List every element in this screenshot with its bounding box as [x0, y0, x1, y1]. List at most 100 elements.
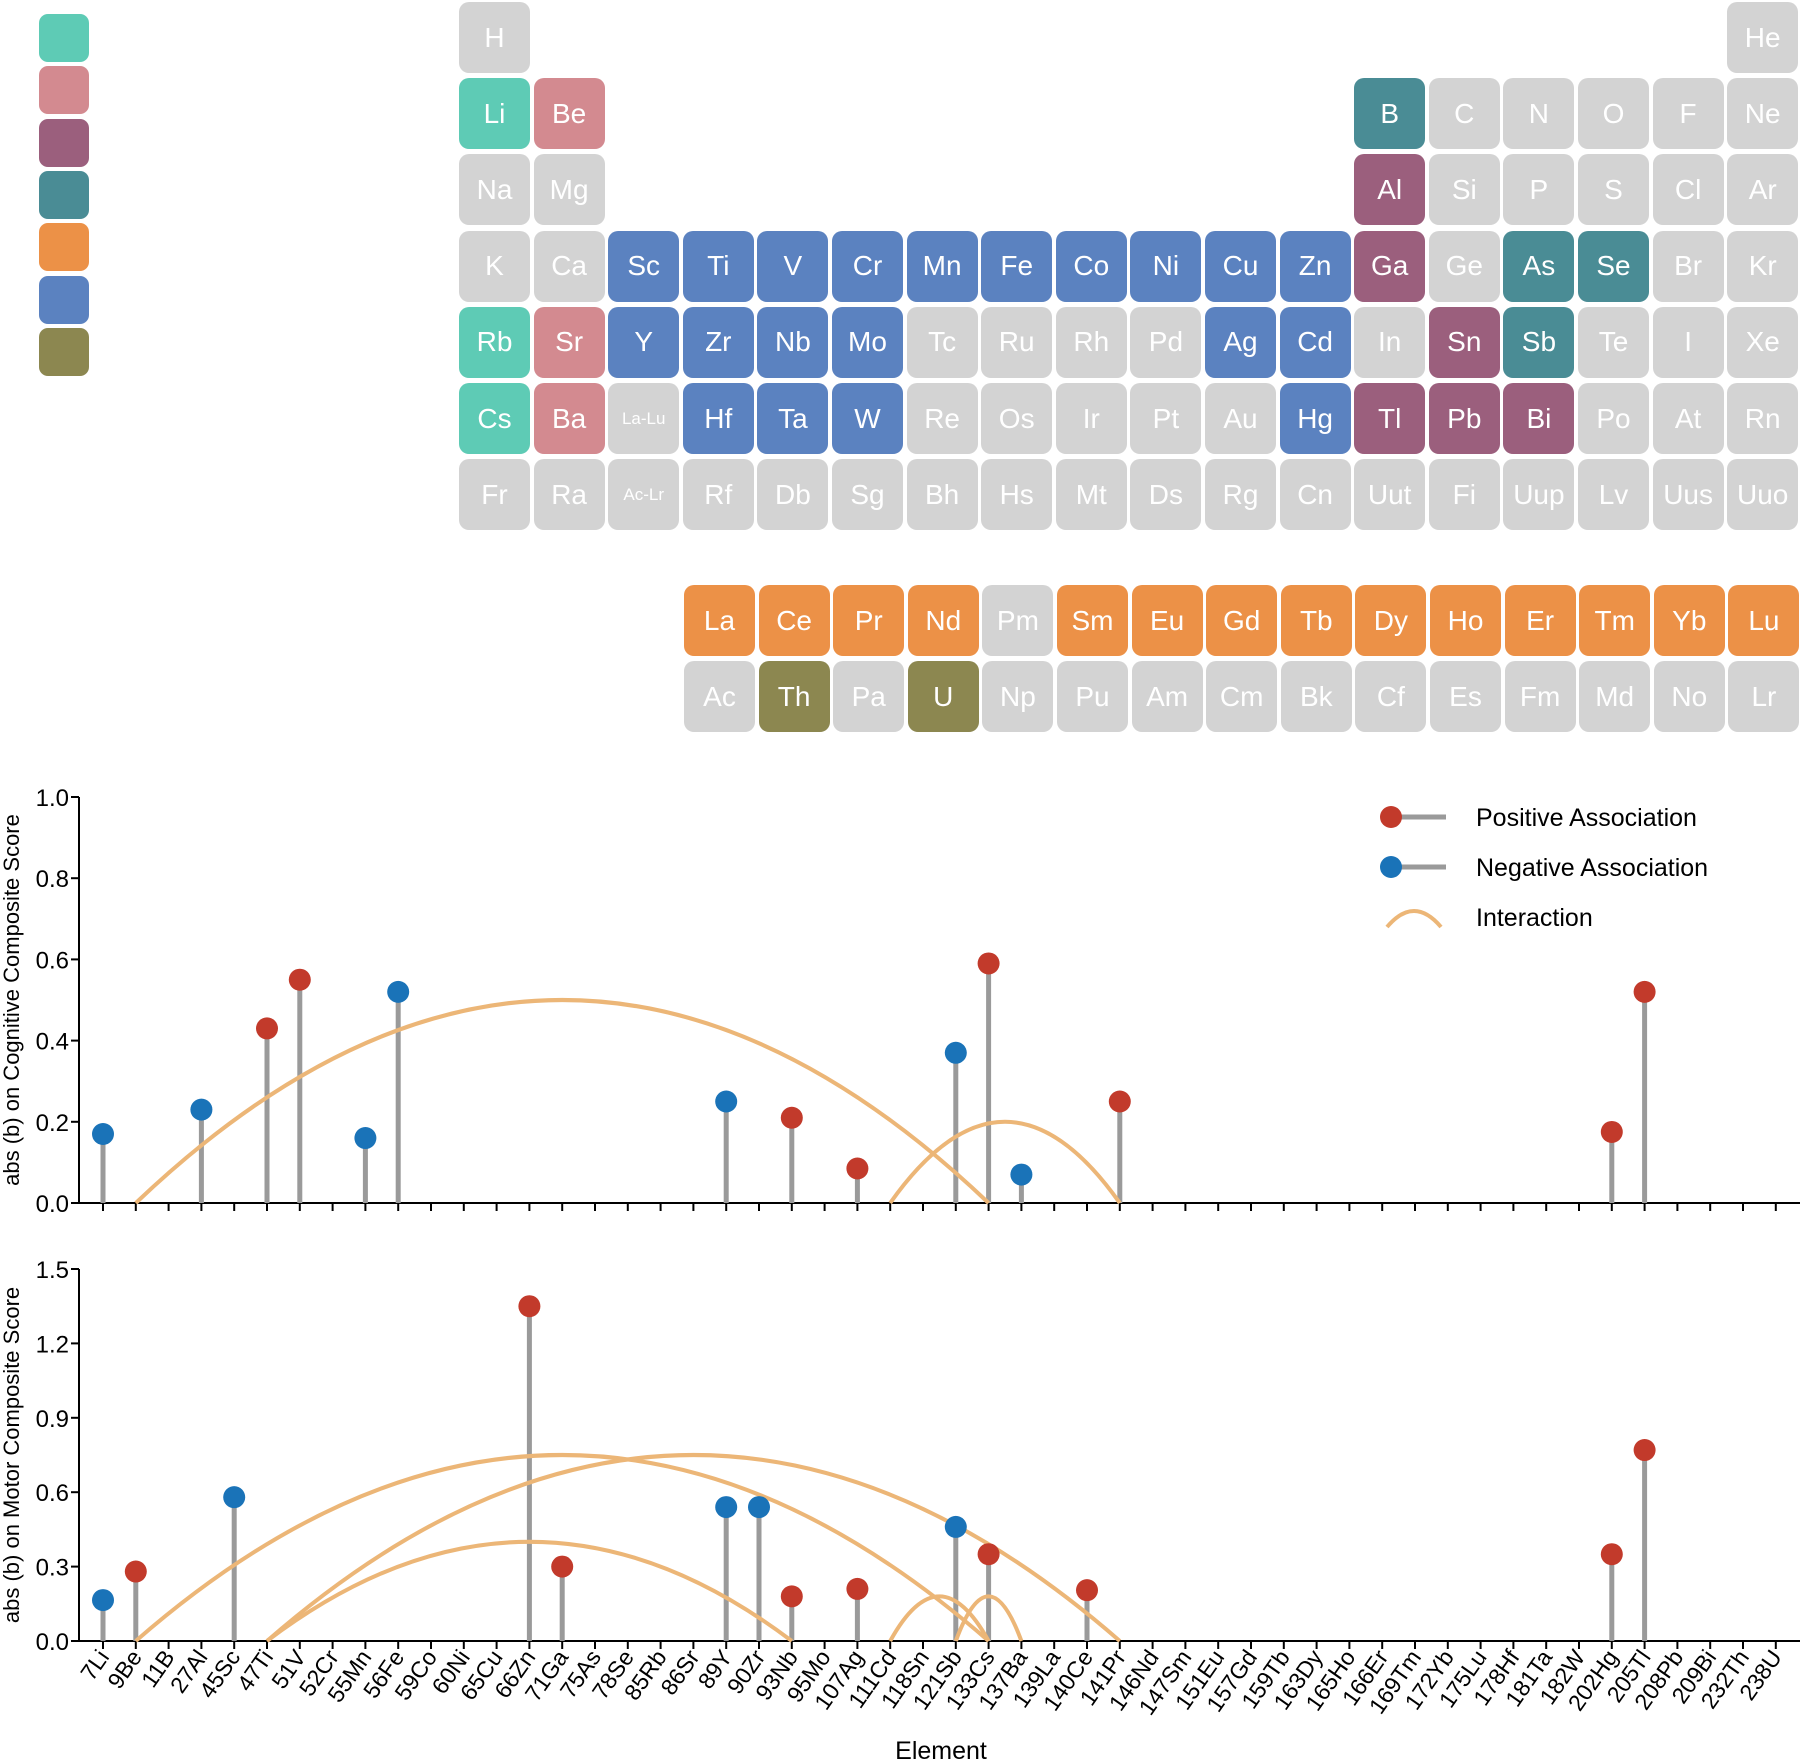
legend-interaction-line [1385, 909, 1443, 929]
element-ar: Ar [1727, 154, 1799, 226]
element-y: Y [608, 306, 680, 378]
element-cu: Cu [1205, 230, 1276, 302]
legend-label-interaction: Interaction [1476, 904, 1593, 932]
element-ne: Ne [1727, 78, 1799, 150]
legend-swatch-transition [39, 275, 89, 324]
legend-swatch-post-transition [39, 118, 89, 167]
element-dy: Dy [1355, 585, 1427, 656]
marker-9Be [124, 1560, 147, 1583]
element-u: U [907, 661, 979, 733]
element-c: C [1428, 78, 1500, 150]
element-ba: Ba [533, 383, 605, 454]
element-k: K [459, 230, 530, 302]
marker-93Nb [780, 1106, 803, 1129]
marker-7Li [92, 1122, 114, 1145]
element-cr: Cr [832, 230, 903, 302]
element-ru: Ru [981, 306, 1053, 378]
element-lu: Lu [1728, 585, 1800, 656]
legend-marker-negative [1380, 856, 1402, 878]
element-ag: Ag [1205, 306, 1276, 378]
element-eu: Eu [1131, 585, 1203, 656]
marker-141Pr [1108, 1090, 1131, 1113]
element-ho: Ho [1430, 585, 1501, 656]
element-au: Au [1205, 383, 1276, 454]
element-se: Se [1578, 230, 1649, 302]
element-bk: Bk [1280, 661, 1352, 733]
y-tick-label: 0.8 [36, 866, 69, 893]
legend-label-positive: Positive Association [1476, 804, 1697, 832]
y-tick-label: 1.0 [36, 785, 69, 812]
element-am: Am [1131, 661, 1203, 733]
marker-202Hg [1600, 1120, 1623, 1143]
marker-66Zn [518, 1295, 541, 1318]
legend-marker-positive [1380, 806, 1402, 828]
element-mt: Mt [1055, 459, 1127, 531]
x-axis-label: Element [895, 1737, 987, 1761]
element-bh: Bh [906, 459, 978, 531]
element-la: La [684, 585, 755, 656]
element-ni: Ni [1130, 230, 1202, 302]
interaction-arc-9Be-133Cs [134, 1453, 990, 1643]
y-tick-label: 0.6 [36, 947, 69, 974]
marker-133Cs [977, 952, 1000, 975]
element-w: W [832, 383, 903, 454]
element-n: N [1503, 78, 1575, 150]
element-sb: Sb [1503, 306, 1575, 378]
element-ce: Ce [758, 585, 830, 656]
interaction-arc-9Be-133Cs [134, 998, 990, 1205]
element-in: In [1354, 306, 1426, 378]
element-v: V [757, 230, 829, 302]
element-s: S [1578, 154, 1649, 226]
y-tick-label: 0.3 [36, 1555, 69, 1582]
element-lr: Lr [1728, 661, 1800, 733]
element-fr: Fr [459, 459, 530, 531]
element-hs: Hs [981, 459, 1053, 531]
element-uup: Uup [1503, 459, 1575, 531]
legend-swatch-actinide [39, 327, 89, 376]
element-ir: Ir [1055, 383, 1127, 454]
element-f: F [1652, 78, 1724, 150]
element-no: No [1653, 661, 1725, 733]
chart-legend: Positive Association Negative Association… [1380, 804, 1708, 932]
marker-205Tl [1633, 1439, 1656, 1462]
element-mn: Mn [906, 230, 978, 302]
legend-swatch-alkaline-earth [39, 66, 89, 115]
element-sc: Sc [608, 230, 680, 302]
legend-label-negative: Negative Association [1476, 854, 1708, 882]
element-rg: Rg [1205, 459, 1276, 531]
element-sm: Sm [1057, 585, 1128, 656]
element-cs: Cs [459, 383, 530, 454]
element-zn: Zn [1279, 230, 1351, 302]
element-bi: Bi [1503, 383, 1575, 454]
element-pd: Pd [1130, 306, 1202, 378]
y-axis-label: abs (b) on Motor Composite Score [0, 1287, 24, 1623]
element-i: I [1652, 306, 1724, 378]
element-re: Re [906, 383, 978, 454]
element-uuo: Uuo [1727, 459, 1799, 531]
marker-7Li [92, 1589, 114, 1612]
interaction-arc-121Sb-137Ba [953, 1594, 1024, 1642]
element-sg: Sg [832, 459, 903, 531]
element-tl: Tl [1354, 383, 1426, 454]
element-pm: Pm [982, 585, 1054, 656]
interaction-arc-47Ti-93Nb [265, 1539, 794, 1643]
marker-71Ga [551, 1555, 574, 1578]
marker-89Y [715, 1496, 738, 1519]
element-o: O [1578, 78, 1649, 150]
element-br: Br [1652, 230, 1724, 302]
element-ti: Ti [682, 230, 754, 302]
element-si: Si [1428, 154, 1500, 226]
element-be: Be [533, 78, 605, 150]
element-sr: Sr [533, 306, 605, 378]
element-te: Te [1578, 306, 1649, 378]
element-as: As [1503, 230, 1575, 302]
element-es: Es [1430, 661, 1501, 733]
element-nd: Nd [907, 585, 979, 656]
chart-panel-1: 0.0 0.2 0.4 0.6 0.8 1.0 abs (b) on Cognitive C… [0, 785, 1800, 1218]
marker-107Ag [846, 1577, 869, 1600]
element-cd: Cd [1279, 306, 1351, 378]
element-os: Os [981, 383, 1053, 454]
element-pb: Pb [1428, 383, 1500, 454]
element-fe: Fe [981, 230, 1053, 302]
